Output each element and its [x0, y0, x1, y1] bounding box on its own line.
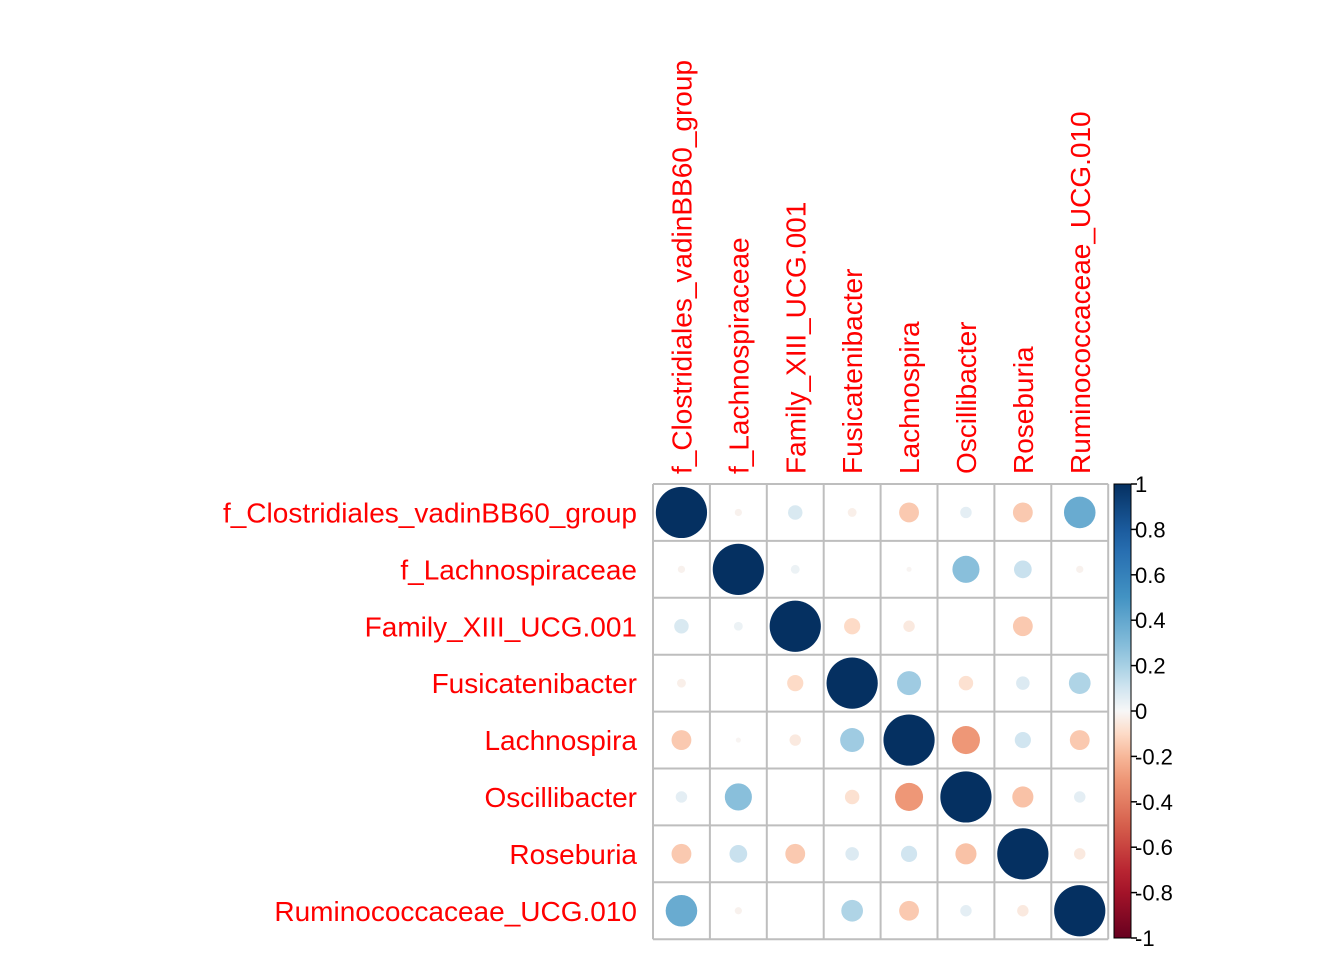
correlation-circle: [951, 726, 980, 755]
colorbar-tick-label: -0.2: [1135, 744, 1173, 769]
correlation-circle: [940, 771, 992, 823]
correlation-circle: [845, 847, 859, 861]
correlation-circle: [897, 671, 922, 696]
row-label: Ruminococcaceae_UCG.010: [274, 896, 637, 927]
correlation-circle: [675, 791, 688, 803]
column-label: Fusicatenibacter: [837, 269, 868, 474]
correlation-circle: [671, 843, 692, 864]
correlation-circle: [1054, 885, 1106, 937]
correlation-circle: [895, 782, 924, 811]
row-labels: f_Clostridiales_vadinBB60_group f_Lachnos…: [223, 497, 637, 926]
correlation-circle: [899, 900, 919, 921]
correlation-circle: [1016, 676, 1030, 690]
correlation-circle: [1074, 848, 1086, 860]
correlation-circle: [724, 783, 752, 811]
colorbar-tick-label: 0.2: [1135, 654, 1166, 679]
column-label: Family_XIII_UCG.001: [780, 202, 811, 474]
correlation-circle: [788, 505, 803, 520]
column-label: Lachnospira: [894, 321, 925, 474]
correlation-circle: [955, 843, 977, 865]
correlation-circle: [1074, 791, 1086, 803]
correlation-circle: [785, 843, 806, 864]
column-label: Roseburia: [1008, 346, 1039, 474]
correlation-circle: [997, 828, 1049, 880]
correlation-circle: [1017, 905, 1029, 917]
correlation-circle: [1012, 502, 1033, 523]
correlation-circle: [674, 619, 689, 634]
correlation-circle: [826, 657, 878, 709]
correlation-circle: [847, 508, 857, 517]
correlation-circle: [665, 894, 698, 927]
correlation-circle: [883, 714, 935, 766]
row-label: Lachnospira: [484, 725, 637, 756]
column-label: f_Clostridiales_vadinBB60_group: [666, 60, 697, 474]
colorbar-rect: [1113, 483, 1132, 939]
colorbar-tick-label: -0.4: [1135, 790, 1173, 815]
correlation-circle: [769, 600, 821, 652]
colorbar-tick-label: 1: [1135, 472, 1147, 497]
correlation-circle: [734, 508, 742, 517]
row-label: Family_XIII_UCG.001: [365, 611, 637, 642]
correlation-circle: [960, 506, 972, 519]
colorbar: 1 0.8 0.6 0.4 0.2 0 -0.2 -0.4 -0.6 -0.8 -1: [1113, 472, 1173, 951]
correlation-circle: [1012, 786, 1034, 808]
correlation-circle: [712, 543, 764, 595]
column-label: Oscillibacter: [951, 322, 982, 474]
correlation-circle: [958, 675, 974, 691]
correlation-circle: [844, 789, 860, 805]
correlation-circle: [1076, 565, 1084, 573]
correlation-circle: [1013, 560, 1032, 579]
colorbar-tick-label: -0.6: [1135, 835, 1173, 860]
circles: [655, 486, 1106, 937]
correlation-circle: [789, 734, 801, 746]
correlation-circle: [677, 565, 686, 573]
row-label: f_Lachnospiraceae: [400, 554, 637, 585]
correlation-circle: [903, 620, 915, 632]
correlation-circle: [729, 844, 748, 863]
row-label: Fusicatenibacter: [432, 668, 637, 699]
column-label: Ruminococcaceae_UCG.010: [1065, 111, 1096, 474]
grid: [652, 483, 1110, 941]
correlation-circle: [906, 566, 912, 572]
colorbar-tick-label: 0.6: [1135, 563, 1166, 588]
colorbar-tick-label: -0.8: [1135, 881, 1173, 906]
correlation-circle: [735, 737, 741, 743]
colorbar-tick-label: 0.8: [1135, 517, 1166, 542]
correlation-circle: [734, 907, 742, 915]
correlation-circle: [1014, 731, 1031, 749]
correlation-circle: [900, 845, 918, 862]
column-label: f_Lachnospiraceae: [723, 237, 754, 474]
correlation-circle: [1063, 496, 1096, 529]
correlation-circle: [733, 621, 743, 631]
row-label: f_Clostridiales_vadinBB60_group: [223, 497, 637, 528]
colorbar-tick-label: -1: [1135, 926, 1155, 951]
correlation-circle: [899, 502, 919, 523]
correlation-circle: [960, 905, 972, 917]
correlation-circle: [677, 678, 686, 688]
correlation-circle: [790, 564, 800, 574]
correlation-circle: [671, 730, 692, 750]
correlation-circle: [952, 555, 980, 583]
correlation-circle: [787, 675, 804, 692]
colorbar-tick-label: 0.4: [1135, 608, 1166, 633]
row-label: Oscillibacter: [485, 782, 637, 813]
column-labels: f_Clostridiales_vadinBB60_group f_Lachnos…: [666, 60, 1095, 474]
correlation-circle: [1068, 672, 1091, 695]
correlation-circle: [1012, 616, 1033, 637]
correlation-circle: [844, 618, 861, 635]
row-label: Roseburia: [509, 839, 637, 870]
correlation-circle: [1069, 730, 1090, 750]
colorbar-tick-label: 0: [1135, 699, 1147, 724]
correlation-circle: [840, 728, 865, 753]
correlation-circle: [655, 486, 708, 539]
correlation-circle: [841, 899, 864, 922]
